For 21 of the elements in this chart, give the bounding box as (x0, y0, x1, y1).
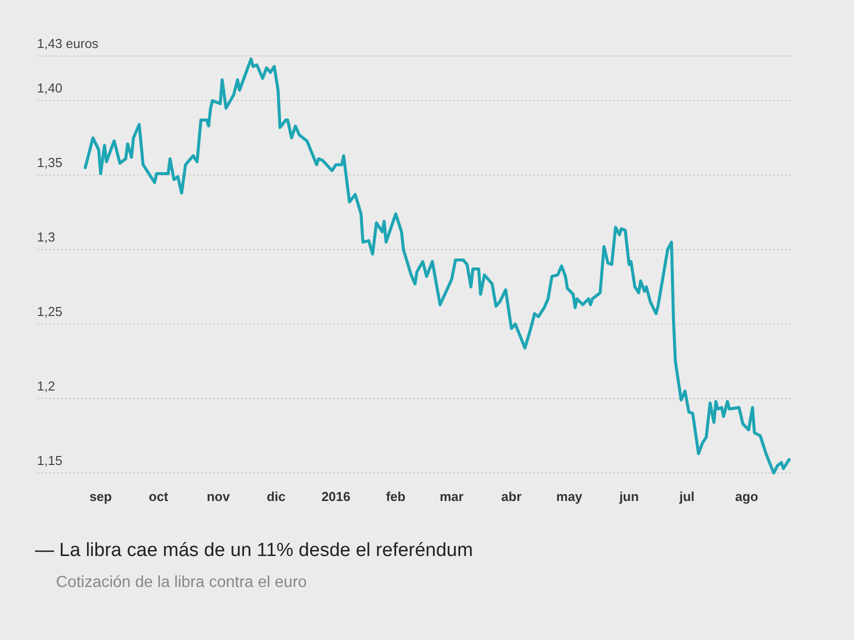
y-tick-label: 1,15 (37, 453, 62, 468)
x-tick-label: sep (89, 489, 112, 504)
y-tick-label: 1,43 euros (37, 36, 99, 51)
y-tick-label: 1,3 (37, 230, 56, 245)
x-tick-label: jun (618, 489, 639, 504)
x-tick-label: feb (386, 489, 406, 504)
text: Cotización de la libra contra el euro (56, 574, 307, 591)
x-tick-label: ago (735, 489, 758, 504)
x-tick-label: dic (266, 489, 286, 504)
x-tick-label: may (556, 489, 584, 504)
x-tick-label: 2016 (321, 489, 350, 504)
text: — La libra cae más de un 11% desde el referéndum (35, 540, 473, 561)
x-tick-label: jul (678, 489, 695, 504)
y-tick-label: 1,35 (37, 155, 62, 170)
x-tick-label: abr (501, 489, 522, 504)
x-tick-label: nov (206, 489, 231, 504)
y-tick-label: 1,25 (37, 304, 62, 320)
x-tick-label: mar (440, 489, 464, 504)
y-tick-label: 1,40 (37, 80, 62, 96)
y-tick-label: 1,2 (37, 378, 56, 394)
x-tick-label: oct (148, 489, 169, 504)
